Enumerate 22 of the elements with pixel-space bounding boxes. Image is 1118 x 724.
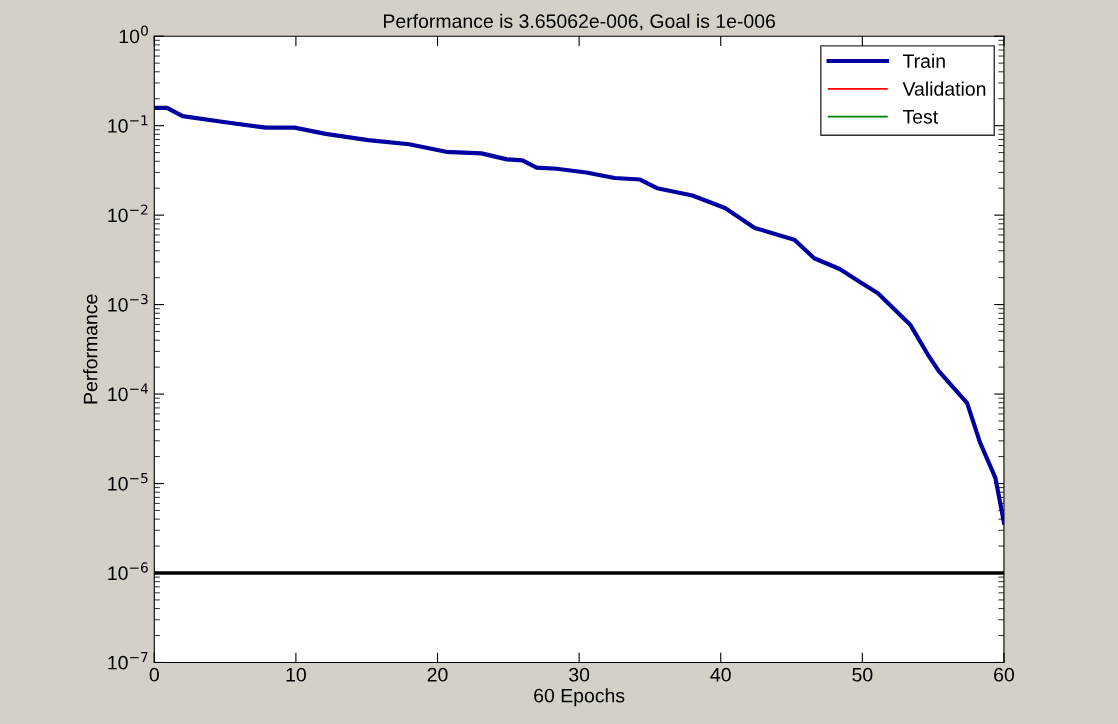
legend-label: Test — [902, 110, 939, 124]
x-tick-label: 40 — [710, 667, 731, 682]
y-tick-label: 10$^{−7}$ — [108, 652, 148, 670]
legend-label: Train — [902, 53, 945, 68]
y-tick-label: 10$^{−5}$ — [108, 473, 148, 491]
chart-title: Performance is 3.65062e-006, Goal is 1e-006 — [384, 13, 776, 31]
y-tick-label: 10$^{−3}$ — [108, 293, 148, 312]
y-axis-title: Performance — [83, 294, 98, 404]
y-tick-label: 10$^{−2}$ — [108, 204, 148, 223]
x-tick-label: 30 — [569, 667, 590, 682]
y-tick-label: 10$^{0}$ — [119, 25, 148, 44]
line-series — [154, 105, 1004, 525]
x-tick-label: 10 — [286, 667, 306, 682]
x-tick-label: 60 — [994, 667, 1015, 682]
y-tick-label: 10$^{−4}$ — [108, 383, 148, 402]
x-axis-title: 60 Epochs — [534, 688, 625, 707]
x-tick-label: 0 — [149, 667, 159, 682]
y-tick-label: 10$^{−1}$ — [108, 115, 148, 133]
x-tick-label: 20 — [427, 667, 448, 682]
y-tick-label: 10$^{−6}$ — [108, 562, 148, 581]
x-tick-label: 50 — [852, 667, 873, 682]
legend-label: Validation — [902, 81, 986, 96]
